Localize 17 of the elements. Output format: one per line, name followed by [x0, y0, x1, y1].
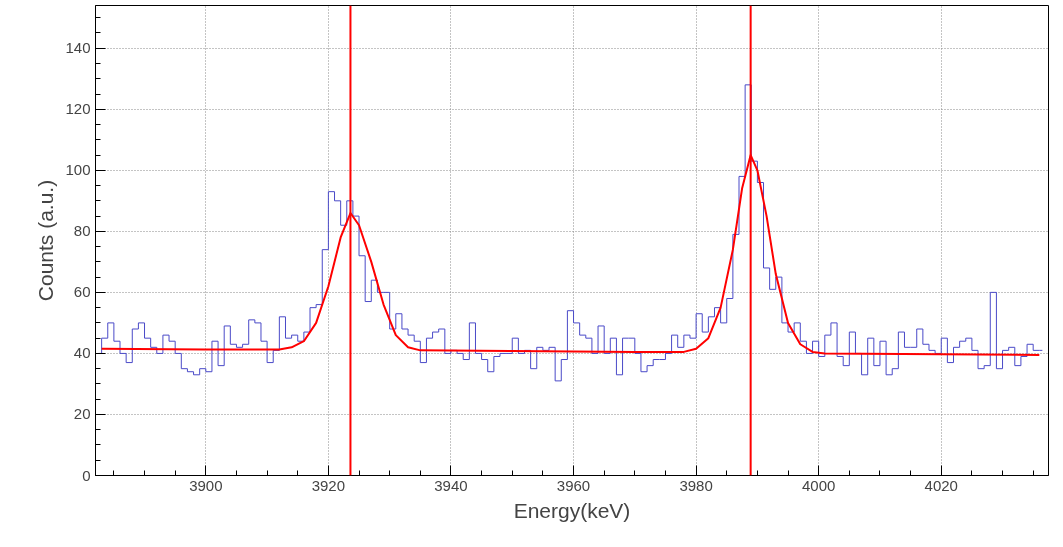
x-tick-label: 4020 — [924, 476, 958, 494]
y-tick-label: 120 — [65, 100, 91, 118]
y-tick-label: 40 — [73, 344, 91, 362]
y-tick-label: 140 — [65, 39, 91, 57]
x-tick-label: 3900 — [189, 476, 223, 494]
x-tick-label: 4000 — [801, 476, 836, 494]
y-axis-title: Counts (a.u.) — [34, 179, 58, 302]
x-tick-label: 3960 — [556, 476, 591, 494]
y-tick-label: 60 — [73, 283, 91, 301]
y-tick-label: 100 — [65, 161, 91, 179]
x-tick-label: 3920 — [311, 476, 346, 494]
x-tick-label: 3940 — [434, 476, 468, 494]
x-tick-label: 3980 — [679, 476, 713, 494]
y-tick-label: 20 — [73, 405, 91, 423]
x-axis-title: Energy(keV) — [513, 498, 631, 522]
y-tick-label: 80 — [73, 222, 91, 240]
y-tick-label: 0 — [82, 466, 91, 484]
